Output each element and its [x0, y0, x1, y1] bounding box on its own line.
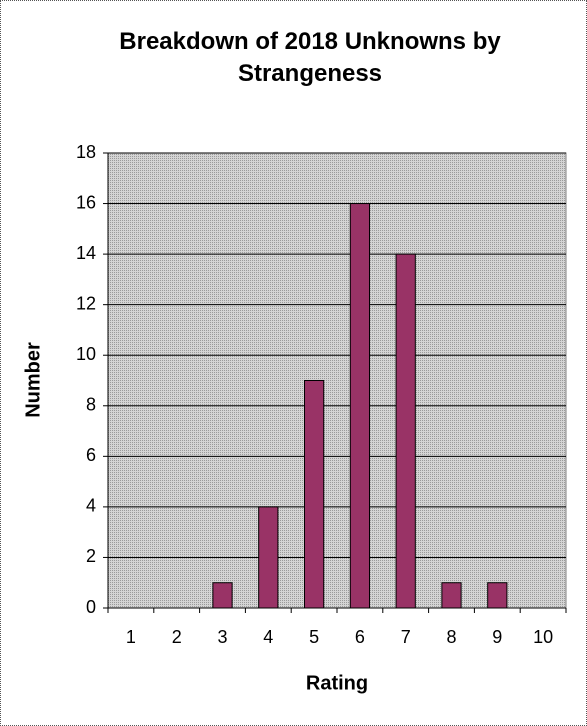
y-tick-label: 4: [86, 496, 96, 516]
y-axis-title: Number: [22, 342, 44, 418]
x-tick-label: 6: [355, 627, 365, 647]
x-tick-label: 8: [446, 627, 456, 647]
x-tick-label: 1: [126, 627, 136, 647]
y-tick-label: 2: [86, 546, 96, 566]
y-tick-label: 14: [76, 243, 96, 263]
y-tick-label: 8: [86, 395, 96, 415]
x-tick-label: 4: [263, 627, 273, 647]
y-tick-label: 18: [76, 142, 96, 162]
x-tick-label: 2: [172, 627, 182, 647]
x-axis-title: Rating: [306, 672, 368, 694]
x-tick-label: 10: [533, 627, 553, 647]
y-tick-label: 16: [76, 192, 96, 212]
x-tick-label: 7: [401, 627, 411, 647]
bar: [349, 203, 371, 609]
x-tick-label: 5: [309, 627, 319, 647]
y-tick-label: 6: [86, 445, 96, 465]
bar: [303, 380, 325, 609]
plot-area: [107, 152, 567, 609]
y-tick-label: 12: [76, 293, 96, 313]
x-tick-label: 3: [217, 627, 227, 647]
bar: [212, 582, 233, 609]
bar: [441, 582, 462, 609]
x-tick-label: 9: [492, 627, 502, 647]
bar: [487, 582, 508, 609]
chart-title: Breakdown of 2018 Unknowns by Strangenes…: [119, 28, 501, 87]
bar: [395, 253, 416, 609]
y-tick-label: 10: [76, 344, 96, 364]
bar: [258, 506, 279, 609]
y-tick-label: 0: [86, 597, 96, 617]
